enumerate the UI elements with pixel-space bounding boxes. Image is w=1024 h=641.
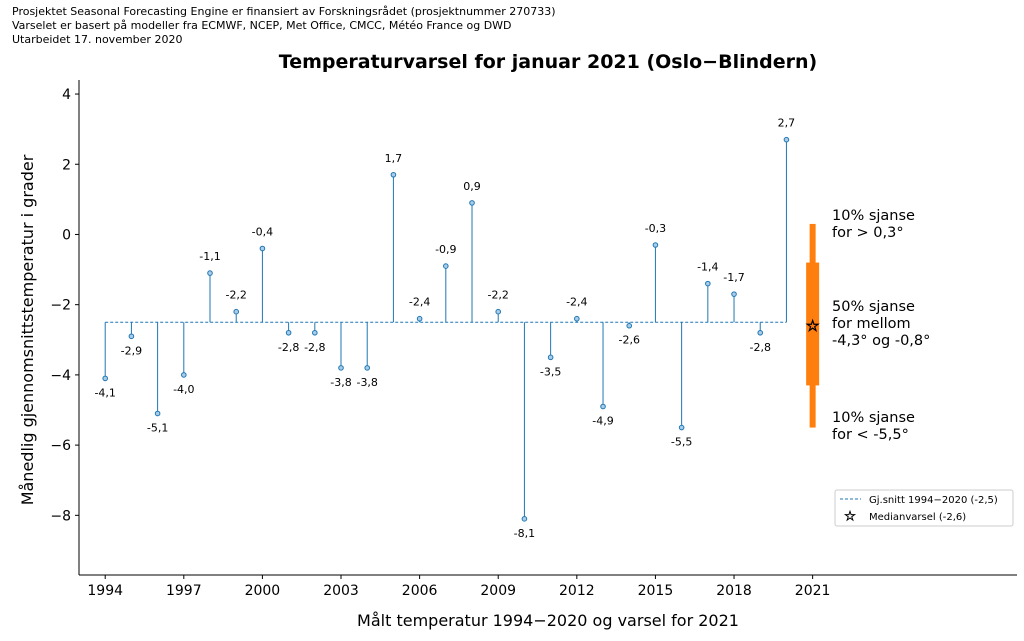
funding-note: Prosjektet Seasonal Forecasting Engine e… — [12, 5, 556, 18]
x-tick-label: 2003 — [323, 583, 359, 599]
x-axis-label: Målt temperatur 1994−2020 og varsel for … — [357, 611, 739, 630]
stem-marker — [521, 516, 528, 522]
data-label: -3,5 — [540, 365, 561, 378]
stem-marker — [678, 424, 685, 431]
stem-marker — [443, 263, 449, 269]
legend-star-icon: ★ — [845, 509, 856, 523]
y-tick-label: 0 — [62, 227, 71, 243]
y-tick-label: −6 — [50, 438, 71, 454]
x-tick-label: 2015 — [638, 583, 674, 599]
data-label: -4,1 — [94, 386, 115, 399]
forecast-range-50 — [806, 262, 820, 386]
x-tick-label: 2012 — [559, 583, 595, 599]
middle-annotation: for mellom — [832, 316, 911, 332]
stem-marker — [312, 329, 318, 336]
stem-marker — [416, 315, 423, 322]
data-label: -0,4 — [252, 226, 273, 239]
stem-marker — [574, 315, 580, 322]
stem-marker — [207, 270, 213, 276]
stem-marker — [102, 375, 109, 382]
y-tick-label: −2 — [50, 298, 71, 314]
stem-marker — [338, 365, 344, 371]
stem-marker — [705, 280, 711, 287]
stem-marker — [783, 136, 790, 143]
stem-marker — [731, 291, 737, 297]
upper-annotation: for > 0,3° — [832, 225, 904, 241]
legend-entry-average: Gj.snitt 1994−2020 (-2,5) — [869, 495, 998, 506]
median-star-icon: ★ — [806, 319, 819, 335]
legend-box — [834, 489, 1014, 527]
chart-title: Temperaturvarsel for januar 2021 (Oslo−B… — [279, 51, 817, 73]
stem-marker — [652, 242, 659, 248]
stem-marker — [600, 403, 606, 410]
stem-marker — [259, 245, 266, 252]
stem-marker — [154, 410, 161, 417]
data-label: -2,4 — [409, 296, 430, 309]
stem-marker — [364, 365, 371, 371]
stem-marker — [469, 200, 475, 206]
data-label: -2,6 — [618, 334, 639, 347]
y-tick-label: −8 — [50, 508, 71, 524]
stem-marker — [128, 333, 135, 340]
data-label: -2,8 — [278, 341, 299, 354]
middle-annotation: -4,3° og -0,8° — [832, 333, 930, 349]
stem-marker — [390, 171, 397, 178]
stem-marker — [547, 354, 554, 361]
data-label: -2,2 — [487, 289, 508, 302]
x-tick-label: 2021 — [795, 583, 831, 599]
x-tick-label: 2018 — [716, 583, 752, 599]
data-label: -4,9 — [592, 414, 613, 427]
data-label: -1,1 — [199, 250, 220, 263]
data-label: 1,7 — [385, 152, 403, 165]
models-note: Varselet er basert på modeller fra ECMWF… — [12, 19, 512, 32]
x-tick-label: 1994 — [87, 583, 123, 599]
data-label: -2,2 — [225, 289, 246, 302]
x-tick-label: 2009 — [480, 583, 516, 599]
y-tick-label: −4 — [50, 368, 71, 384]
data-label: -0,3 — [645, 222, 666, 235]
data-label: -3,8 — [330, 376, 351, 389]
legend-entry-median: Medianvarsel (-2,6) — [869, 512, 966, 523]
data-label: -8,1 — [514, 527, 535, 540]
data-label: -5,5 — [671, 436, 692, 449]
y-tick-label: 4 — [62, 87, 71, 103]
upper-annotation: 10% sjanse — [832, 208, 915, 224]
y-axis-label: Månedlig gjennomsnittstemperatur i grade… — [18, 154, 37, 505]
x-tick-label: 1997 — [166, 583, 202, 599]
lower-annotation: 10% sjanse — [832, 410, 915, 426]
data-label: -2,9 — [121, 344, 142, 357]
data-label: -2,8 — [304, 341, 325, 354]
stem-marker — [285, 329, 292, 336]
stem-marker — [233, 308, 240, 315]
x-tick-label: 2000 — [245, 583, 281, 599]
data-label: -1,7 — [723, 271, 744, 284]
x-tick-label: 2006 — [402, 583, 438, 599]
data-label: -3,8 — [356, 376, 377, 389]
stem-marker — [495, 308, 502, 315]
data-label: 2,7 — [778, 117, 796, 130]
data-label: 0,9 — [463, 180, 481, 193]
stem-marker — [181, 372, 187, 378]
stem-marker — [626, 322, 633, 329]
data-label: -0,9 — [435, 243, 456, 256]
data-label: -4,0 — [173, 383, 194, 396]
date-note: Utarbeidet 17. november 2020 — [12, 33, 183, 46]
y-tick-label: 2 — [62, 157, 71, 173]
lower-annotation: for < -5,5° — [832, 427, 909, 443]
data-label: -2,8 — [749, 341, 770, 354]
data-label: -2,4 — [566, 296, 587, 309]
stem-marker — [757, 329, 764, 336]
middle-annotation: 50% sjanse — [832, 299, 915, 315]
data-label: -1,4 — [697, 261, 718, 274]
data-label: -5,1 — [147, 422, 168, 435]
